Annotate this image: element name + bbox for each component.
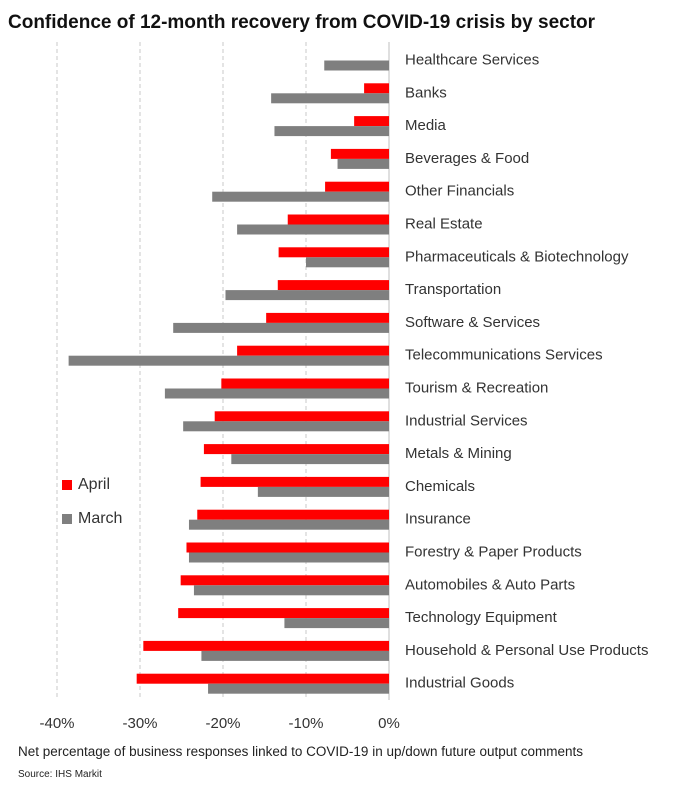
category-label: Tourism & Recreation xyxy=(405,380,548,397)
category-label: Metals & Mining xyxy=(405,445,512,462)
category-label: Software & Services xyxy=(405,314,540,331)
bar-march xyxy=(68,355,390,366)
x-tick-label: -40% xyxy=(39,715,74,732)
bar-march xyxy=(324,60,389,71)
bar-march xyxy=(337,158,389,169)
bar-april xyxy=(266,312,389,323)
bar-march xyxy=(306,257,389,268)
category-label: Chemicals xyxy=(405,478,475,495)
bar-april xyxy=(203,444,389,455)
legend-item-april: April xyxy=(62,474,122,496)
bar-march xyxy=(193,585,389,596)
bar-march xyxy=(231,454,389,465)
bar-march xyxy=(201,650,389,661)
bar-march xyxy=(257,486,389,497)
bar-april xyxy=(200,476,389,487)
bar-march xyxy=(164,388,389,399)
category-label: Banks xyxy=(405,84,447,101)
bar-march xyxy=(173,322,389,333)
category-label: Transportation xyxy=(405,281,501,298)
bar-march xyxy=(208,683,389,694)
bar-march xyxy=(237,224,389,235)
category-label: Automobiles & Auto Parts xyxy=(405,576,575,593)
category-label: Industrial Goods xyxy=(405,675,514,692)
category-label: Insurance xyxy=(405,511,471,528)
category-label: Pharmaceuticals & Biotechnology xyxy=(405,248,629,265)
bar-april xyxy=(197,509,389,520)
bar-april xyxy=(136,673,389,684)
bar-march xyxy=(271,93,389,104)
chart-source: Source: IHS Markit xyxy=(18,769,102,780)
bar-april xyxy=(287,214,389,225)
category-label: Technology Equipment xyxy=(405,609,558,626)
legend-label-march: March xyxy=(78,510,123,527)
category-label: Other Financials xyxy=(405,183,514,200)
bar-april xyxy=(180,575,389,586)
category-label: Household & Personal Use Products xyxy=(405,642,648,659)
category-label: Media xyxy=(405,117,447,134)
category-label: Industrial Services xyxy=(405,412,528,429)
bar-march xyxy=(212,191,389,202)
bar-march xyxy=(284,618,389,629)
bar-april xyxy=(278,247,389,258)
category-label: Real Estate xyxy=(405,216,483,233)
category-label: Forestry & Paper Products xyxy=(405,544,582,561)
legend-label-april: April xyxy=(78,476,111,493)
x-tick-label: -30% xyxy=(122,715,157,732)
bar-april xyxy=(325,181,389,192)
bar-march xyxy=(188,552,389,563)
category-label: Healthcare Services xyxy=(405,52,539,69)
bar-march xyxy=(188,519,389,530)
legend: April March xyxy=(62,474,122,542)
bar-april xyxy=(237,345,389,356)
legend-swatch-april xyxy=(62,480,72,490)
x-tick-label: -10% xyxy=(288,715,323,732)
x-tick-label: -20% xyxy=(205,715,240,732)
bar-april xyxy=(143,640,389,651)
bar-april xyxy=(221,378,389,389)
bar-april xyxy=(186,542,389,553)
bar-april xyxy=(277,280,389,291)
category-label: Beverages & Food xyxy=(405,150,529,167)
x-tick-label: 0% xyxy=(378,715,400,732)
bar-april xyxy=(330,148,389,159)
chart-subtitle: Net percentage of business responses lin… xyxy=(18,744,584,759)
chart-title: Confidence of 12-month recovery from COV… xyxy=(8,12,596,33)
bar-april xyxy=(364,83,389,94)
legend-item-march: March xyxy=(62,508,122,530)
bar-march xyxy=(225,290,389,301)
bar-march xyxy=(274,126,389,137)
bar-april xyxy=(214,411,389,422)
category-label: Telecommunications Services xyxy=(405,347,603,364)
bar-april xyxy=(354,116,389,127)
legend-swatch-march xyxy=(62,514,72,524)
bar-april xyxy=(178,608,389,619)
bar-march xyxy=(183,421,389,432)
